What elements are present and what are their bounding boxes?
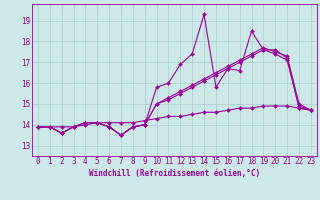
X-axis label: Windchill (Refroidissement éolien,°C): Windchill (Refroidissement éolien,°C) [89,169,260,178]
